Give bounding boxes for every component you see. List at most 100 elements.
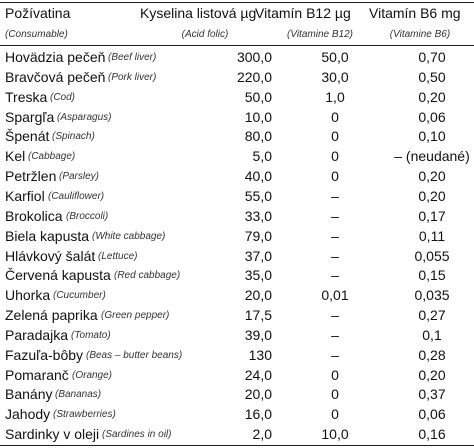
b12-value: – — [331, 227, 339, 244]
food-name: Bravčová pečeň — [5, 68, 106, 85]
food-english: (Beef liver) — [108, 52, 157, 63]
folic-value: 17,5 — [244, 307, 272, 324]
b12-value: – — [331, 187, 339, 204]
food-english: (Strawberries) — [53, 409, 116, 421]
food-english: (Sardines in oil) — [102, 429, 172, 441]
b6-value: – (neudané) — [394, 148, 470, 165]
b6-value: 0,20 — [418, 88, 446, 105]
b6-value: 0,06 — [418, 108, 446, 125]
food-english: (White cabbage) — [92, 230, 166, 242]
b6-value: 0,035 — [414, 287, 450, 304]
b6-value: 0,16 — [418, 426, 446, 443]
b12-value: 10,0 — [321, 426, 349, 443]
folic-value: 5,0 — [252, 148, 272, 165]
column-subtitle: (Vitamine B6) — [389, 29, 451, 40]
food-name: Spargľa — [5, 108, 55, 125]
b6-value: 0,17 — [418, 207, 446, 224]
food-english: (Green pepper) — [101, 310, 170, 322]
food-name: Banány — [5, 386, 53, 403]
food-name: Karfiol — [5, 187, 45, 204]
folic-value: 79,0 — [244, 227, 272, 244]
folic-value: 35,0 — [244, 267, 272, 284]
food-english: (Cod) — [50, 91, 76, 103]
b12-value: 0,01 — [321, 287, 349, 304]
top-rule — [0, 2, 474, 3]
folic-value: 33,0 — [244, 207, 272, 224]
food-name: Červená kapusta — [5, 267, 111, 284]
folic-value: 39,0 — [244, 326, 272, 343]
food-name: Sardinky v oleji — [5, 426, 100, 443]
b12-value: 30,0 — [321, 68, 349, 85]
folic-value: 40,0 — [244, 168, 272, 185]
folic-value: 2,0 — [252, 426, 272, 443]
b12-value: 0 — [331, 108, 339, 125]
b12-value: – — [331, 307, 339, 324]
b6-value: 0,28 — [418, 346, 446, 363]
food-english: (Broccoli) — [66, 210, 109, 222]
b12-value: 0 — [331, 148, 339, 165]
b12-value: 50,0 — [321, 49, 349, 65]
column-title: Vitamín B12 µg — [255, 5, 351, 21]
food-name: Brokolica — [5, 207, 63, 224]
b6-value: 0,11 — [418, 227, 446, 244]
food-name: Fazuľa-bôby — [5, 346, 84, 363]
b12-value: 0 — [331, 168, 339, 185]
header-rule — [0, 45, 474, 46]
column-subtitle: (Vitamine B12) — [287, 29, 353, 40]
food-english: (Tomato) — [71, 329, 111, 341]
food-english: (Orange) — [72, 369, 113, 381]
b12-value: – — [331, 346, 339, 363]
food-name: Hovädzia pečeň — [5, 49, 106, 65]
folic-value: 10,0 — [244, 108, 272, 125]
food-name: Hlávkový šalát — [5, 247, 96, 264]
b12-value: 1,0 — [325, 88, 345, 105]
food-name: Jahody — [5, 406, 51, 423]
b6-value: 0,055 — [414, 247, 450, 264]
b12-value: – — [331, 247, 339, 264]
b12-value: 0 — [331, 128, 339, 145]
food-english: (Lettuce) — [98, 250, 138, 262]
folic-value: 37,0 — [244, 247, 272, 264]
column-title: Vitamín B6 mg — [369, 5, 461, 21]
b6-value: 0,1 — [422, 326, 442, 343]
b6-value: 0,20 — [418, 187, 446, 204]
bottom-rule — [0, 445, 474, 446]
food-english: (Beas – butter beans) — [86, 349, 183, 361]
b12-value: 0 — [331, 386, 339, 403]
food-name: Petržlen — [5, 168, 57, 185]
b12-value: 0 — [331, 406, 339, 423]
folic-value: 20,0 — [244, 386, 272, 403]
b6-value: 0,20 — [418, 168, 446, 185]
food-english: (Parsley) — [59, 171, 100, 183]
b6-value: 0,50 — [418, 68, 446, 85]
b12-value: – — [331, 207, 339, 224]
food-english: (Cucumber) — [53, 290, 106, 302]
folic-value: 50,0 — [244, 88, 272, 105]
folic-value: 300,0 — [236, 49, 272, 65]
food-name: Pomaranč — [5, 366, 69, 383]
b6-value: 0,15 — [418, 267, 446, 284]
folic-value: 55,0 — [244, 187, 272, 204]
food-english: (Cauliflower) — [48, 190, 105, 202]
folic-value: 130 — [248, 346, 272, 363]
folic-value: 16,0 — [244, 406, 272, 423]
column-title: Kyselina listová µg — [140, 5, 257, 21]
food-english: (Bananas) — [55, 389, 102, 401]
folic-value: 80,0 — [244, 128, 272, 145]
b12-value: 0 — [331, 366, 339, 383]
b12-value: – — [331, 267, 339, 284]
food-name: Biela kapusta — [5, 227, 90, 244]
food-name: Treska — [5, 88, 48, 105]
food-name: Kel — [5, 148, 26, 165]
b6-value: 0,06 — [418, 406, 446, 423]
column-subtitle: (Consumable) — [5, 29, 68, 40]
b6-value: 0,10 — [418, 128, 446, 145]
food-name: Uhorka — [5, 287, 51, 304]
food-name: Zelená paprika — [5, 307, 98, 324]
b6-value: 0,37 — [418, 386, 446, 403]
food-english: (Asparagus) — [57, 111, 112, 123]
b12-value: – — [331, 326, 339, 343]
b6-value: 0,70 — [418, 49, 446, 65]
food-english: (Spinach) — [52, 131, 95, 143]
column-subtitle: (Acid folic) — [181, 29, 229, 40]
